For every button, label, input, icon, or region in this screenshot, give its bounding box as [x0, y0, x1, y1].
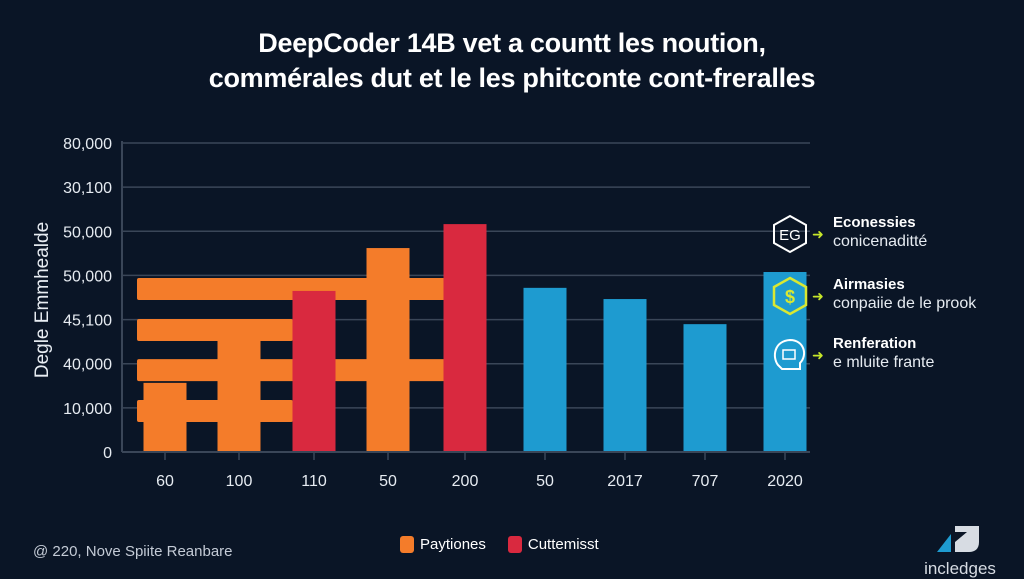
- x-tick-label: 50: [536, 473, 554, 490]
- annotation-subtitle: conicenaditté: [833, 233, 928, 250]
- bar-60: [143, 382, 187, 452]
- footer-credit: @ 220, Nove Spiite Reanbare: [33, 543, 233, 560]
- bar-2020: [763, 272, 807, 452]
- y-tick-label: 50,000: [63, 224, 112, 241]
- bar-110: [292, 290, 336, 452]
- y-tick-label: 50,000: [63, 268, 112, 285]
- bar-200: [443, 224, 487, 452]
- arrow-icon: ➜: [812, 226, 824, 242]
- eg-hexagon-icon: EG: [773, 214, 807, 254]
- legend-swatch: [507, 536, 522, 553]
- x-tick-label: 50: [379, 473, 397, 490]
- x-tick-label: 100: [226, 473, 253, 490]
- svg-text:EG: EG: [779, 227, 801, 244]
- legend-swatch: [400, 536, 414, 553]
- y-tick-label: 0: [103, 445, 112, 462]
- logo: incledges: [915, 524, 1005, 579]
- annotation-title: Renferation: [833, 335, 917, 352]
- arrow-icon: ➜: [812, 288, 824, 304]
- y-tick-label: 10,000: [63, 401, 112, 418]
- annotation-econessies: EG ➜ Econessies conicenaditté: [770, 214, 1024, 264]
- horizontal-band: [137, 318, 293, 341]
- dollar-hexagon-icon: $: [772, 276, 808, 316]
- bar-707: [683, 324, 727, 452]
- annotation-title: Econessies: [833, 214, 916, 231]
- logo-text: incledges: [924, 559, 996, 578]
- legend-label: Cuttemisst: [527, 536, 599, 553]
- bar-50: [366, 248, 410, 452]
- y-tick-label: 45,100: [63, 313, 112, 330]
- arrow-icon: ➜: [812, 347, 824, 363]
- x-tick-label: 2020: [767, 473, 803, 490]
- logo-mark-icon: [937, 526, 979, 552]
- y-tick-label: 40,000: [63, 357, 112, 374]
- annotation-subtitle: e mluite frante: [833, 354, 935, 371]
- chart-title-line-2: commérales dut et le les phitconte cont-…: [208, 63, 816, 93]
- x-tick-label: 200: [452, 473, 479, 490]
- y-tick-label: 80,000: [63, 136, 112, 153]
- bar-50: [523, 287, 567, 452]
- chart-title-line-1: DeepCoder 14B vet a countt les noution,: [258, 28, 766, 58]
- annotation-airmasies: $ ➜ Airmasies conpaiie de le prook: [770, 276, 1024, 326]
- svg-text:$: $: [785, 287, 795, 307]
- annotation-renferation: ➜ Renferation e mluite frante: [770, 335, 1024, 385]
- x-tick-label: 707: [692, 473, 719, 490]
- bar-2017: [603, 299, 647, 452]
- head-idea-icon: [773, 338, 806, 370]
- x-tick-label: 2017: [607, 473, 643, 490]
- x-tick-label: 110: [301, 473, 327, 490]
- legend-item-paytiones: Paytiones: [400, 536, 486, 553]
- legend: Paytiones Cuttemisst: [400, 536, 599, 553]
- annotation-subtitle: conpaiie de le prook: [833, 295, 977, 312]
- annotation-title: Airmasies: [833, 276, 905, 293]
- legend-item-cuttemisst: Cuttemisst: [507, 536, 599, 553]
- bar-100: [217, 324, 261, 452]
- legend-label: Paytiones: [420, 536, 486, 553]
- x-tick-label: 60: [156, 473, 174, 490]
- y-tick-label: 30,100: [63, 180, 112, 197]
